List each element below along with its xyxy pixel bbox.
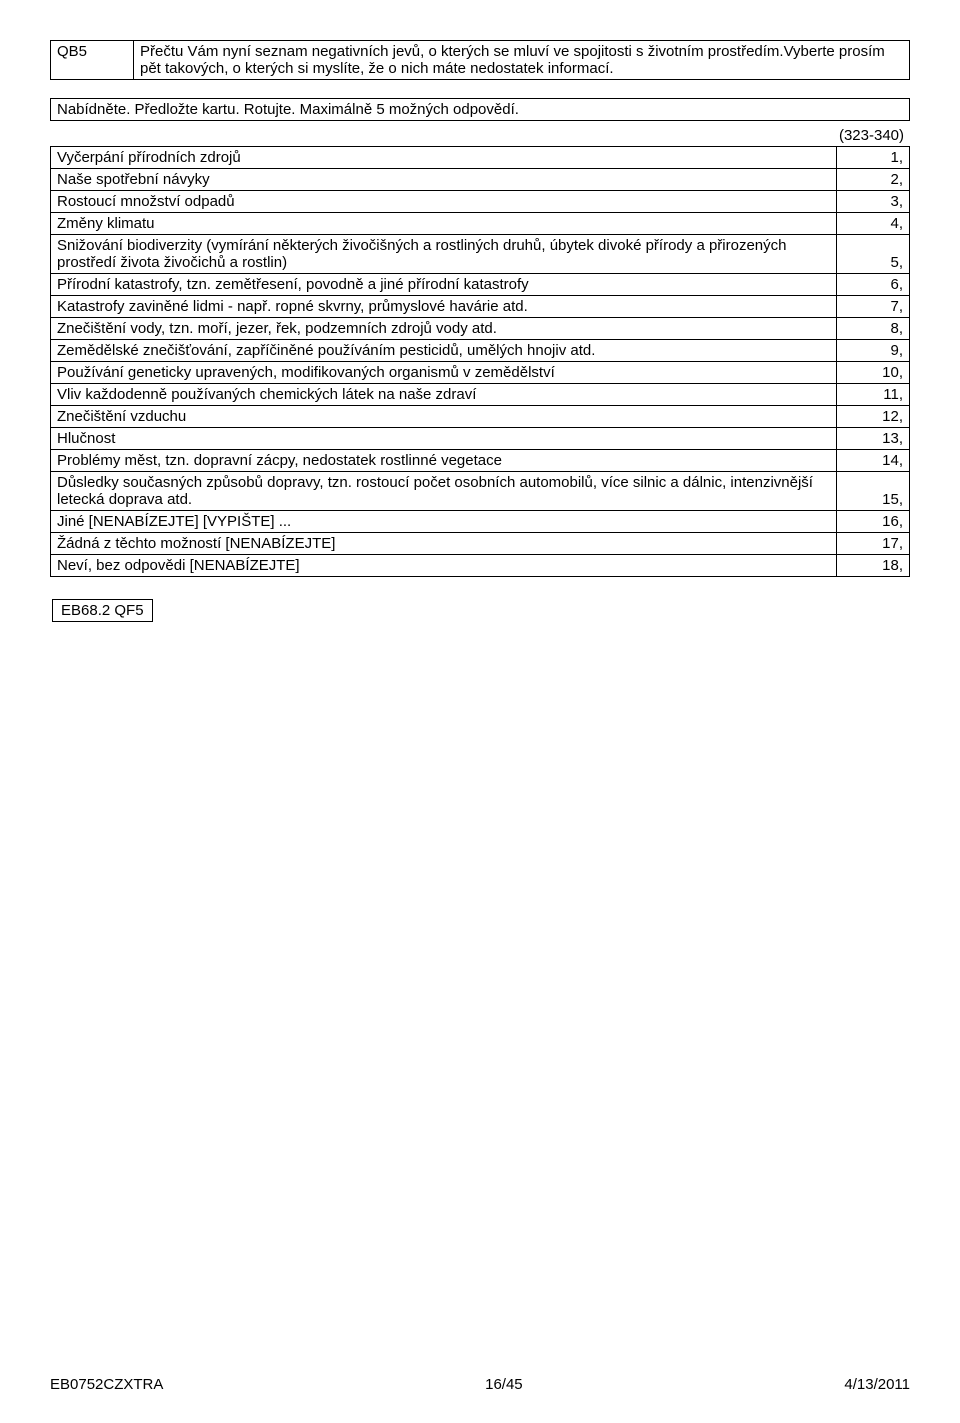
footer-left: EB0752CZXTRA [50,1376,163,1393]
question-box: QB5 Přečtu Vám nyní seznam negativních j… [50,40,910,80]
answer-text: Přírodní katastrofy, tzn. zemětřesení, p… [51,274,837,296]
reference-box: EB68.2 QF5 [50,597,155,624]
answer-number: 14, [837,450,910,472]
answer-text: Zemědělské znečišťování, zapříčiněné pou… [51,340,837,362]
question-text: Přečtu Vám nyní seznam negativních jevů,… [134,41,910,80]
answer-text: Katastrofy zaviněné lidmi - např. ropné … [51,296,837,318]
answer-number: 11, [837,384,910,406]
answer-number: 9, [837,340,910,362]
instruction-text: Nabídněte. Předložte kartu. Rotujte. Max… [51,99,910,121]
answer-text: Snižování biodiverzity (vymírání některý… [51,235,837,274]
answer-number: 3, [837,191,910,213]
answer-number: 17, [837,533,910,555]
answer-text: Hlučnost [51,428,837,450]
footer-right: 4/13/2011 [844,1376,910,1393]
answer-text: Problémy měst, tzn. dopravní zácpy, nedo… [51,450,837,472]
answer-number: 7, [837,296,910,318]
answer-text: Žádná z těchto možností [NENABÍZEJTE] [51,533,837,555]
answer-number: 8, [837,318,910,340]
instruction-box: Nabídněte. Předložte kartu. Rotujte. Max… [50,98,910,121]
answer-text: Vliv každodenně používaných chemických l… [51,384,837,406]
answer-number: 18, [837,555,910,577]
answer-number: 16, [837,511,910,533]
answer-text: Důsledky současných způsobů dopravy, tzn… [51,472,837,511]
answer-number: 15, [837,472,910,511]
answer-text: Vyčerpání přírodních zdrojů [51,147,837,169]
footer-center: 16/45 [485,1376,523,1393]
answer-text: Používání geneticky upravených, modifiko… [51,362,837,384]
page-footer: EB0752CZXTRA 16/45 4/13/2011 [50,1376,910,1393]
answer-text: Změny klimatu [51,213,837,235]
code-range: (323-340) [50,125,910,146]
answer-number: 13, [837,428,910,450]
answer-number: 4, [837,213,910,235]
answer-number: 2, [837,169,910,191]
question-id: QB5 [51,41,134,80]
answer-text: Znečištění vzduchu [51,406,837,428]
answers-table: Vyčerpání přírodních zdrojů1,Naše spotře… [50,146,910,577]
answer-text: Neví, bez odpovědi [NENABÍZEJTE] [51,555,837,577]
answer-text: Rostoucí množství odpadů [51,191,837,213]
answer-number: 12, [837,406,910,428]
answer-number: 1, [837,147,910,169]
answer-text: Jiné [NENABÍZEJTE] [VYPIŠTE] ... [51,511,837,533]
answer-number: 6, [837,274,910,296]
answer-number: 5, [837,235,910,274]
answer-number: 10, [837,362,910,384]
answer-text: Naše spotřební návyky [51,169,837,191]
reference-text: EB68.2 QF5 [52,599,153,622]
answer-text: Znečištění vody, tzn. moří, jezer, řek, … [51,318,837,340]
